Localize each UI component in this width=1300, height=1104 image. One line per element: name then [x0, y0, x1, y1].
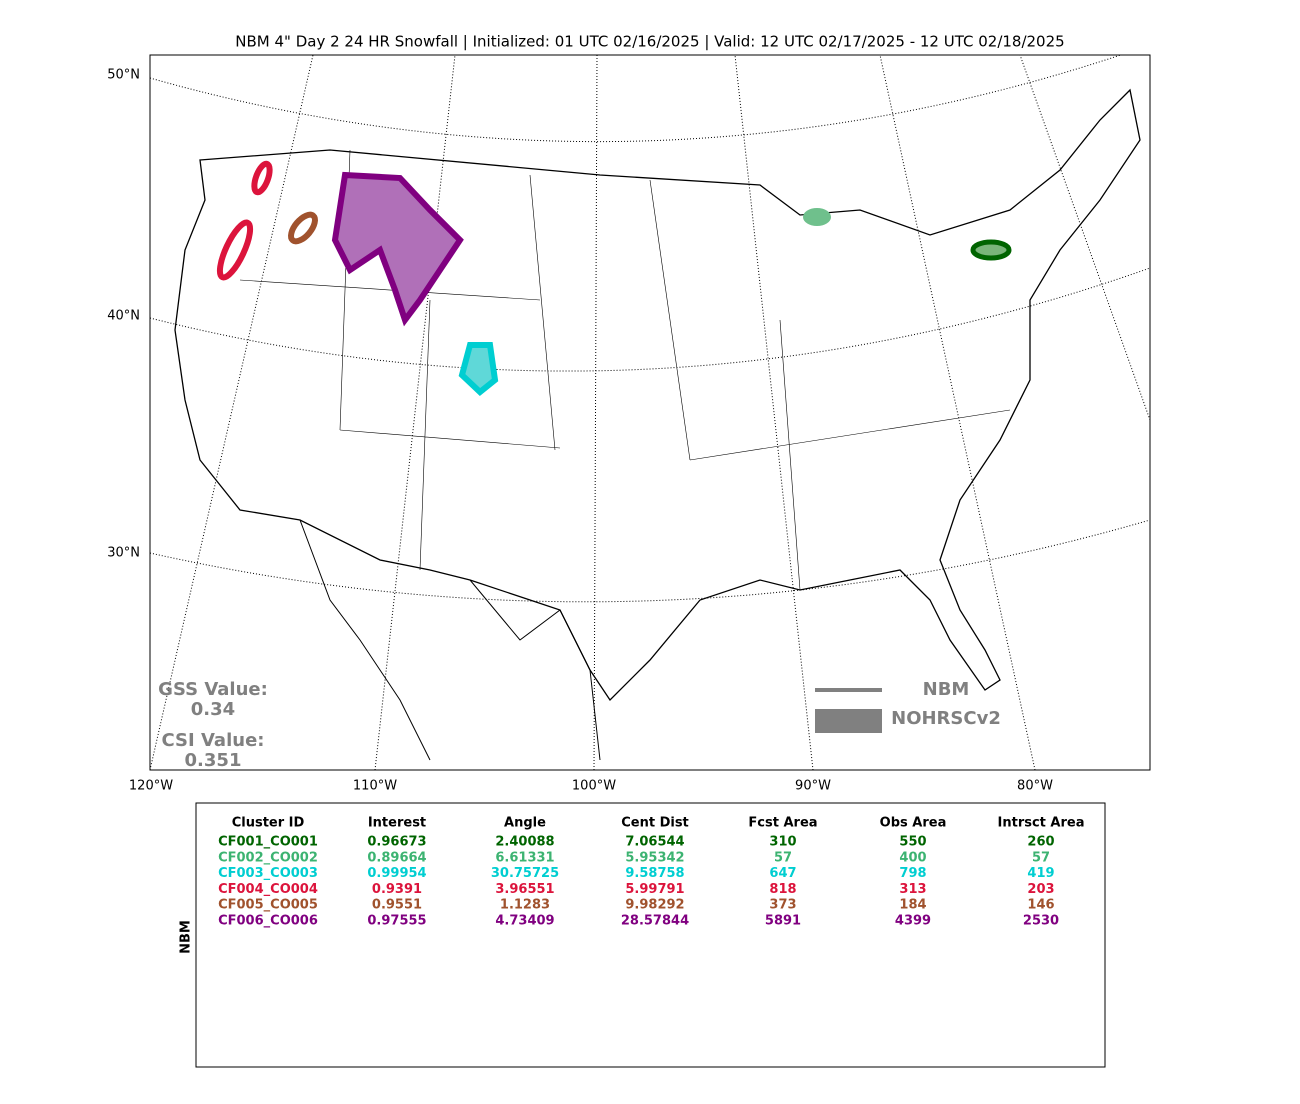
table-cell: CF005_CO005	[218, 898, 318, 913]
table-cell: 4.73409	[495, 914, 554, 929]
table-cell: 400	[899, 850, 926, 865]
table-cell: 260	[1027, 835, 1054, 850]
cluster	[970, 239, 1012, 261]
parallel	[150, 519, 1150, 603]
lon-label: 80°W	[1017, 779, 1053, 794]
title: NBM 4" Day 2 24 HR Snowfall | Initialize…	[235, 33, 1064, 51]
cluster	[216, 219, 254, 281]
table-cell: 57	[774, 850, 792, 865]
lon-label: 110°W	[353, 779, 397, 794]
table-cell: 373	[769, 898, 796, 913]
table-cell: 3.96551	[495, 882, 554, 897]
lon-label: 120°W	[129, 779, 173, 794]
table-cell: 313	[899, 882, 926, 897]
table-cell: 0.9391	[372, 882, 422, 897]
table-cell: 5891	[765, 914, 801, 929]
map	[150, 55, 1150, 770]
table-cell: 57	[1032, 850, 1050, 865]
column-header: Angle	[504, 816, 546, 831]
cluster	[288, 211, 318, 245]
table-cell: 28.57844	[621, 914, 689, 929]
table-cell: 2530	[1023, 914, 1059, 929]
table-cell: 818	[769, 882, 796, 897]
lon-label: 100°W	[572, 779, 616, 794]
table-cell: 6.61331	[495, 850, 554, 865]
us-outline	[174, 88, 1141, 702]
score-label: CSI Value:	[162, 730, 265, 751]
mexico-outline	[299, 519, 601, 761]
table-cell: 7.06544	[625, 835, 684, 850]
table-cell: 203	[1027, 882, 1054, 897]
table-cell: 0.96673	[367, 835, 426, 850]
table-cell: CF006_CO006	[218, 914, 318, 929]
lat-label: 40°N	[107, 309, 140, 324]
meridian	[150, 55, 1150, 770]
legend-label: NOHRSCv2	[891, 708, 1001, 729]
table-cell: 2.40088	[495, 835, 554, 850]
column-header: Cent Dist	[621, 816, 689, 831]
table-cell: 5.95342	[625, 850, 684, 865]
table-cell: 146	[1027, 898, 1054, 913]
table-cell: CF002_CO002	[218, 850, 318, 865]
score-label: GSS Value:	[158, 679, 268, 700]
table-cell: 9.58758	[625, 866, 684, 881]
cluster	[331, 171, 464, 327]
table-cell: 1.1283	[500, 898, 550, 913]
column-header: Obs Area	[880, 816, 947, 831]
table-cell: 0.89664	[367, 850, 426, 865]
table-cell: 310	[769, 835, 796, 850]
table-cell: 4399	[895, 914, 931, 929]
table-cell: 798	[899, 866, 926, 881]
table-cell: CF003_CO003	[218, 866, 318, 881]
map-frame	[149, 54, 1151, 771]
column-header: Intrsct Area	[998, 816, 1085, 831]
column-header: Cluster ID	[232, 816, 305, 831]
table-cell: 9.98292	[625, 898, 684, 913]
score-value: 0.34	[191, 699, 235, 720]
parallel	[150, 55, 1123, 143]
table-cell: 184	[899, 898, 926, 913]
legend-patch	[815, 709, 882, 733]
cluster	[803, 208, 831, 226]
table-cell: 5.99791	[625, 882, 684, 897]
lat-label: 50°N	[107, 68, 140, 83]
parallel	[150, 267, 1150, 372]
table-frame	[195, 802, 1106, 1068]
table-cell: 30.75725	[491, 866, 559, 881]
cluster	[251, 160, 273, 196]
column-header: Interest	[368, 816, 426, 831]
lon-label: 90°W	[795, 779, 831, 794]
table-cell: 0.99954	[367, 866, 426, 881]
score-value: 0.351	[185, 750, 242, 771]
table-side-label: NBM	[179, 920, 194, 954]
table-cell: 0.9551	[372, 898, 422, 913]
legend-label: NBM	[923, 679, 970, 700]
table-cell: 647	[769, 866, 796, 881]
table-cell: CF001_CO001	[218, 835, 318, 850]
table-cell: 0.97555	[367, 914, 426, 929]
lat-label: 30°N	[107, 546, 140, 561]
state-lines	[239, 149, 1011, 591]
table-cell: CF004_CO004	[218, 882, 318, 897]
cluster	[458, 342, 499, 396]
table-cell: 550	[899, 835, 926, 850]
table-cell: 419	[1027, 866, 1054, 881]
column-header: Fcst Area	[748, 816, 817, 831]
